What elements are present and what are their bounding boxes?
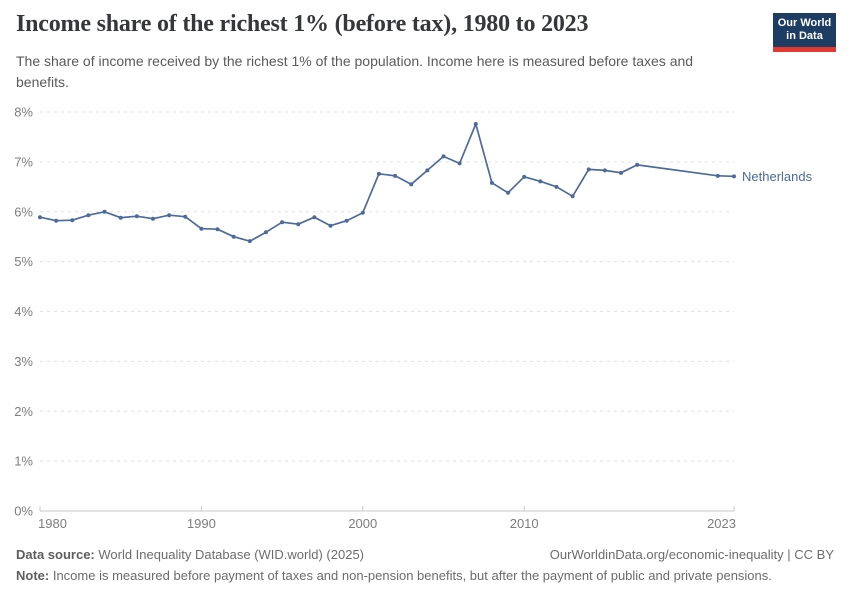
note-value: Income is measured before payment of tax… xyxy=(49,568,772,584)
y-tick-label: 4% xyxy=(14,304,33,319)
x-tick-label: 2010 xyxy=(510,516,539,531)
x-tick-label: 2023 xyxy=(707,516,736,531)
owid-logo-line2: in Data xyxy=(786,30,823,42)
x-tick-label: 1990 xyxy=(187,516,216,531)
data-point[interactable] xyxy=(409,182,414,187)
data-point[interactable] xyxy=(312,215,317,220)
owid-logo-line1: Our World xyxy=(777,16,832,29)
data-source-value: World Inequality Database (WID.world) (2… xyxy=(94,547,365,562)
data-point[interactable] xyxy=(183,214,188,219)
data-point[interactable] xyxy=(280,220,285,225)
x-tick-label: 1980 xyxy=(38,516,67,531)
data-point[interactable] xyxy=(602,168,607,173)
y-tick-label: 1% xyxy=(14,454,33,469)
data-point[interactable] xyxy=(715,173,720,178)
source-row: Data source: World Inequality Database (… xyxy=(16,544,834,565)
data-point[interactable] xyxy=(54,218,59,223)
data-point[interactable] xyxy=(635,162,640,167)
data-source-label: Data source: xyxy=(16,547,95,562)
data-point[interactable] xyxy=(231,234,236,239)
chart-subtitle: The share of income received by the rich… xyxy=(16,53,694,90)
data-point[interactable] xyxy=(215,227,220,232)
data-point[interactable] xyxy=(376,171,381,176)
y-tick-label: 2% xyxy=(14,404,33,419)
data-point[interactable] xyxy=(586,167,591,172)
entity-label: Netherlands xyxy=(742,169,813,184)
data-point[interactable] xyxy=(489,180,494,185)
y-tick-label: 7% xyxy=(14,154,33,169)
data-point[interactable] xyxy=(425,168,430,173)
chart-footer: Data source: World Inequality Database (… xyxy=(16,544,834,587)
data-point[interactable] xyxy=(554,184,559,189)
data-point[interactable] xyxy=(393,173,398,178)
y-tick-label: 3% xyxy=(14,354,33,369)
data-point[interactable] xyxy=(118,215,123,220)
data-point[interactable] xyxy=(538,179,543,184)
data-point[interactable] xyxy=(150,216,155,221)
data-point[interactable] xyxy=(570,194,575,199)
data-point[interactable] xyxy=(328,223,333,228)
data-point[interactable] xyxy=(473,121,478,126)
y-tick-label: 5% xyxy=(14,254,33,269)
data-point[interactable] xyxy=(247,239,252,244)
y-tick-label: 8% xyxy=(14,105,33,120)
owid-logo[interactable]: Our World in Data xyxy=(773,13,836,52)
note-text: Note: Income is measured before payment … xyxy=(16,565,834,586)
data-point[interactable] xyxy=(70,218,75,223)
data-point[interactable] xyxy=(86,213,91,218)
data-point[interactable] xyxy=(296,222,301,227)
data-point[interactable] xyxy=(102,209,107,214)
y-tick-label: 0% xyxy=(14,504,33,519)
data-point[interactable] xyxy=(732,174,736,179)
y-tick-label: 6% xyxy=(14,204,33,219)
data-point[interactable] xyxy=(167,213,172,218)
data-point[interactable] xyxy=(344,218,349,223)
x-tick-label: 2000 xyxy=(348,516,377,531)
data-point[interactable] xyxy=(360,210,365,215)
data-point[interactable] xyxy=(263,230,268,235)
data-point[interactable] xyxy=(506,190,511,195)
chart-title: Income share of the richest 1% (before t… xyxy=(16,11,589,37)
data-point[interactable] xyxy=(134,214,139,219)
data-point[interactable] xyxy=(522,174,527,179)
note-label: Note: xyxy=(16,568,50,584)
data-source-text: Data source: World Inequality Database (… xyxy=(16,544,364,565)
data-point[interactable] xyxy=(457,161,462,166)
data-line-netherlands[interactable] xyxy=(39,123,735,243)
data-point[interactable] xyxy=(441,154,446,159)
owid-url-link[interactable]: OurWorldinData.org/economic-inequality |… xyxy=(549,547,834,562)
line-chart-plot-area[interactable]: 0% 1% 2% 3% 4% 5% 6% 7% 8% 1980 1990 2000 2010 2023 Ne… xyxy=(0,95,850,540)
data-point[interactable] xyxy=(199,226,204,231)
data-point[interactable] xyxy=(38,215,42,220)
data-point[interactable] xyxy=(619,170,624,175)
